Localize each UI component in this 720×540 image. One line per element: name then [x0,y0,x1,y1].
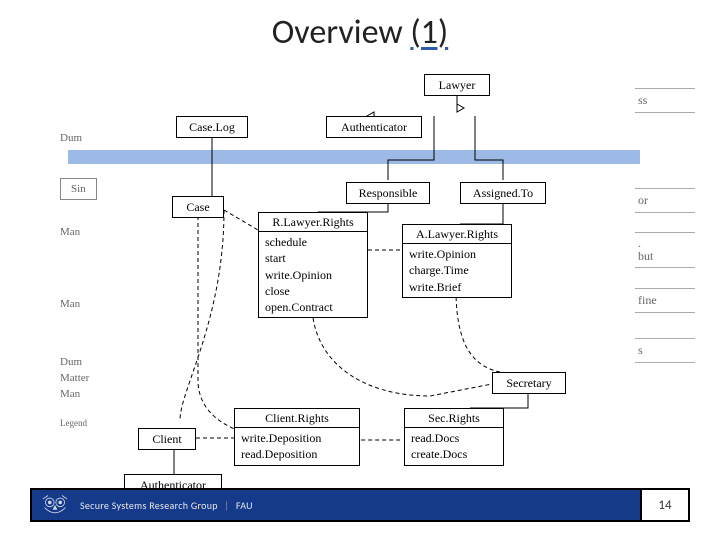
node-sec-rights: Sec.Rights read.Docs create.Docs [404,408,504,466]
title-text: Overview [272,12,411,53]
clientrights-header: Client.Rights [235,409,359,428]
node-client-rights: Client.Rights write.Deposition read.Depo… [234,408,360,466]
node-rlawyer-rights: R.Lawyer.Rights schedule start write.Opi… [258,212,368,318]
node-authenticator-top: Authenticator [326,116,422,138]
node-alawyer-rights: A.Lawyer.Rights write.Opinion charge.Tim… [402,224,512,298]
footer-bar: Secure Systems Research Group | FAU 14 [30,488,690,522]
clientrights-item: write.Deposition [241,430,353,446]
rlawyer-item: open.Contract [265,299,361,315]
node-lawyer: Lawyer [424,74,490,96]
node-client: Client [138,428,196,450]
node-assignedto: Assigned.To [460,182,546,204]
secrights-header: Sec.Rights [405,409,503,428]
secrights-item: create.Docs [411,446,497,462]
rlawyer-item: close [265,283,361,299]
rlawyer-header: R.Lawyer.Rights [259,213,367,232]
rlawyer-item: start [265,250,361,266]
node-secretary: Secretary [492,372,566,394]
slide-title: Overview (1) [0,12,720,53]
rlawyer-item: schedule [265,234,361,250]
clientrights-item: read.Deposition [241,446,353,462]
alawyer-item: write.Brief [409,279,505,295]
secrights-item: read.Docs [411,430,497,446]
rlawyer-item: write.Opinion [265,267,361,283]
footer-group-text: Secure Systems Research Group | FAU [80,499,253,512]
alawyer-item: write.Opinion [409,246,505,262]
slide: Overview (1) ss or .but fine s Dum Sin M… [0,0,720,540]
owl-logo-icon [34,490,76,520]
alawyer-item: charge.Time [409,262,505,278]
node-responsible: Responsible [346,182,430,204]
title-underlined: (1) [410,12,448,53]
node-case: Case [172,196,224,218]
alawyer-header: A.Lawyer.Rights [403,225,511,244]
footer-group: Secure Systems Research Group [80,499,218,512]
diagram-canvas: Lawyer Case.Log Authenticator Responsibl… [0,60,720,500]
footer-institution: FAU [236,499,253,512]
page-number: 14 [640,490,688,520]
node-caselog: Case.Log [176,116,248,138]
